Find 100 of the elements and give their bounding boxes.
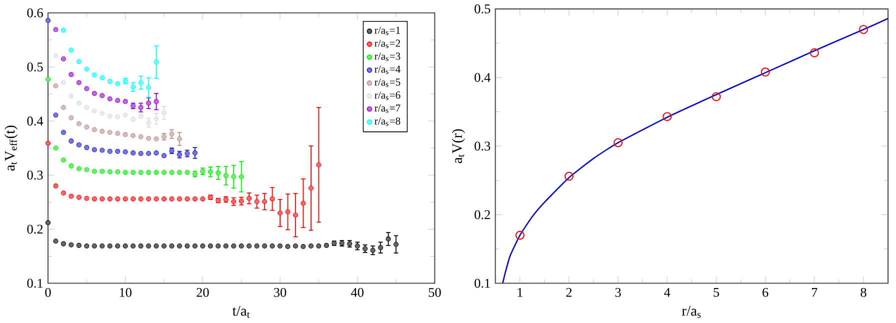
point: [130, 150, 136, 156]
point: [176, 243, 182, 248]
point: [208, 169, 213, 174]
point: [614, 138, 623, 148]
point: [316, 243, 322, 248]
point: [216, 243, 221, 248]
point: [107, 169, 112, 174]
point: [60, 80, 66, 86]
point: [162, 153, 167, 158]
point: [146, 84, 152, 90]
point: [138, 243, 144, 248]
point: [45, 220, 51, 226]
point: [68, 242, 74, 248]
point: [515, 230, 524, 240]
point: [115, 98, 120, 103]
point: [324, 242, 329, 248]
x-tick-label: 20: [196, 288, 209, 297]
y-tick-label: 0.4: [474, 72, 490, 82]
x-tick-label: 8: [860, 288, 866, 297]
point: [107, 148, 112, 154]
point: [270, 243, 275, 248]
point: [130, 243, 136, 248]
point: [292, 243, 298, 248]
point: [169, 243, 174, 248]
point: [92, 72, 97, 78]
point: [162, 170, 167, 175]
point: [92, 243, 97, 248]
y-tick-label: 0.1: [474, 278, 490, 288]
y-tick-label: 0.2: [474, 210, 490, 220]
point: [53, 27, 58, 32]
point: [68, 163, 74, 168]
point: [53, 53, 58, 58]
legend-label: r/a$_{s}$=4: [374, 66, 400, 74]
point: [122, 170, 128, 175]
point: [60, 190, 66, 196]
point: [84, 104, 90, 110]
point: [231, 243, 236, 248]
point: [154, 243, 159, 248]
point: [76, 100, 82, 106]
x-tick-label: 2: [566, 288, 572, 297]
point: [68, 48, 74, 53]
point: [115, 81, 120, 86]
point: [84, 145, 90, 150]
point: [154, 99, 159, 104]
point: [76, 142, 82, 148]
point: [169, 170, 174, 175]
point: [76, 121, 82, 126]
point: [146, 150, 152, 156]
legend-label: r/a$_{s}$=6: [374, 92, 400, 100]
y-tick-label: 0.3: [27, 170, 43, 180]
point: [162, 110, 167, 116]
point: [100, 75, 105, 80]
point: [208, 243, 213, 248]
point: [146, 243, 152, 248]
point: [146, 170, 152, 175]
point: [76, 242, 82, 248]
point: [115, 114, 120, 120]
point: [184, 243, 190, 248]
x-tick-label: 50: [428, 288, 441, 297]
point: [60, 157, 66, 162]
point: [45, 18, 51, 23]
point: [162, 196, 167, 202]
point: [84, 167, 90, 172]
point: [45, 140, 51, 146]
point: [154, 60, 159, 65]
point: [223, 243, 228, 248]
point: [60, 130, 66, 135]
point: [45, 76, 51, 82]
point: [146, 196, 152, 202]
point: [60, 56, 66, 62]
point: [146, 120, 152, 126]
point: [238, 174, 244, 180]
x-tick-label: 5: [714, 288, 720, 297]
point: [100, 168, 105, 174]
y-tick-label: 0.5: [27, 62, 43, 72]
point: [115, 130, 120, 136]
point: [107, 130, 112, 135]
legend-label: r/a$_{s}$=7: [374, 104, 400, 113]
point: [138, 150, 144, 156]
point: [130, 116, 136, 122]
legend-label: r/a$_{s}$=3: [374, 52, 400, 62]
point: [107, 196, 112, 202]
x-axis-title: r/a$_{s}$: [682, 306, 701, 318]
point: [712, 92, 721, 102]
point: [154, 116, 159, 122]
point: [107, 79, 112, 84]
x-tick-label: 30: [274, 288, 286, 297]
point: [231, 174, 236, 180]
point: [130, 196, 136, 202]
point: [138, 80, 144, 86]
point: [138, 196, 144, 202]
point: [300, 244, 306, 250]
point: [92, 147, 97, 152]
point: [100, 128, 105, 134]
point: [192, 243, 198, 248]
point: [285, 244, 290, 250]
point: [84, 66, 90, 72]
y-axis-title: a$_{t}$V(r): [452, 129, 466, 164]
y-tick-label: 0.6: [27, 8, 43, 18]
point: [200, 243, 206, 248]
